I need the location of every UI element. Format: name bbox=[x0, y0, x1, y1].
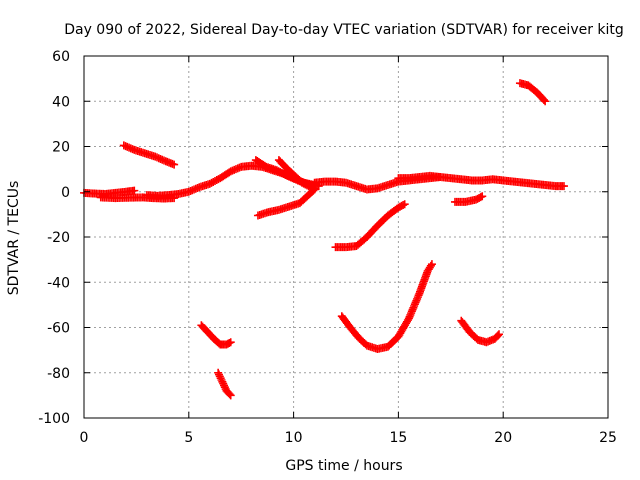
data-point-marker bbox=[219, 379, 228, 388]
series-s1 bbox=[80, 186, 139, 199]
data-point-marker bbox=[170, 160, 179, 169]
data-point-marker bbox=[220, 381, 229, 390]
axis-ticks bbox=[83, 55, 609, 419]
series-s11 bbox=[450, 192, 487, 206]
series-s15 bbox=[337, 260, 436, 353]
x-axis-title: GPS time / hours bbox=[285, 458, 402, 474]
series-s9 bbox=[253, 185, 319, 220]
series-s7 bbox=[310, 173, 568, 194]
y-axis-title: SDTVAR / TECUs bbox=[6, 181, 22, 296]
y-tick-label: -60 bbox=[47, 321, 70, 337]
data-point-marker bbox=[310, 185, 319, 194]
data-point-marker bbox=[130, 186, 139, 195]
y-tick-label: -20 bbox=[47, 230, 70, 246]
y-tick-label: -80 bbox=[47, 366, 70, 382]
data-point-marker bbox=[478, 192, 487, 201]
series-s13 bbox=[197, 321, 235, 349]
series-s14 bbox=[214, 368, 235, 400]
data-point-marker bbox=[399, 201, 408, 210]
data-point-marker bbox=[495, 330, 504, 339]
series-s10 bbox=[331, 200, 409, 252]
y-tick-label: 20 bbox=[52, 140, 70, 156]
data-point-marker bbox=[559, 182, 568, 191]
series-s16 bbox=[457, 316, 504, 347]
data-point-marker bbox=[426, 261, 435, 270]
x-tick-label: 0 bbox=[80, 430, 89, 446]
data-point-marker bbox=[539, 95, 548, 104]
data-point-marker bbox=[216, 374, 225, 383]
series-s8 bbox=[394, 171, 445, 183]
series-s4 bbox=[119, 141, 179, 169]
data-point-marker bbox=[427, 260, 436, 269]
grid-lines bbox=[84, 56, 608, 418]
data-point-marker bbox=[218, 377, 227, 386]
y-tick-label: 60 bbox=[52, 49, 70, 65]
data-point-marker bbox=[309, 186, 318, 195]
data-points bbox=[80, 79, 568, 400]
data-point-marker bbox=[493, 331, 502, 340]
data-point-marker bbox=[215, 372, 224, 381]
x-tick-label: 15 bbox=[389, 430, 407, 446]
data-point-marker bbox=[220, 383, 229, 392]
data-point-marker bbox=[476, 193, 485, 202]
series-s12 bbox=[515, 79, 550, 106]
axis-tick-labels: 0 5 10 15 20 25 -100 -80 -60 -40 -20 0 20 40 60 bbox=[38, 49, 617, 446]
x-tick-label: 5 bbox=[184, 430, 193, 446]
y-tick-label: 0 bbox=[61, 185, 70, 201]
data-point-marker bbox=[217, 375, 226, 384]
data-point-marker bbox=[226, 338, 235, 347]
x-tick-label: 20 bbox=[494, 430, 512, 446]
data-point-marker bbox=[436, 173, 445, 182]
data-point-marker bbox=[225, 390, 234, 399]
y-tick-label: -40 bbox=[47, 275, 70, 291]
x-tick-label: 25 bbox=[599, 430, 617, 446]
chart-title: Day 090 of 2022, Sidereal Day-to-day VTE… bbox=[64, 22, 624, 38]
data-point-marker bbox=[281, 170, 290, 179]
x-tick-label: 10 bbox=[285, 430, 303, 446]
data-point-marker bbox=[214, 368, 223, 377]
data-point-marker bbox=[541, 97, 550, 106]
y-tick-label: -100 bbox=[38, 411, 70, 427]
data-point-marker bbox=[226, 391, 235, 400]
data-point-marker bbox=[400, 200, 409, 209]
y-tick-label: 40 bbox=[52, 94, 70, 110]
data-point-marker bbox=[214, 370, 223, 379]
